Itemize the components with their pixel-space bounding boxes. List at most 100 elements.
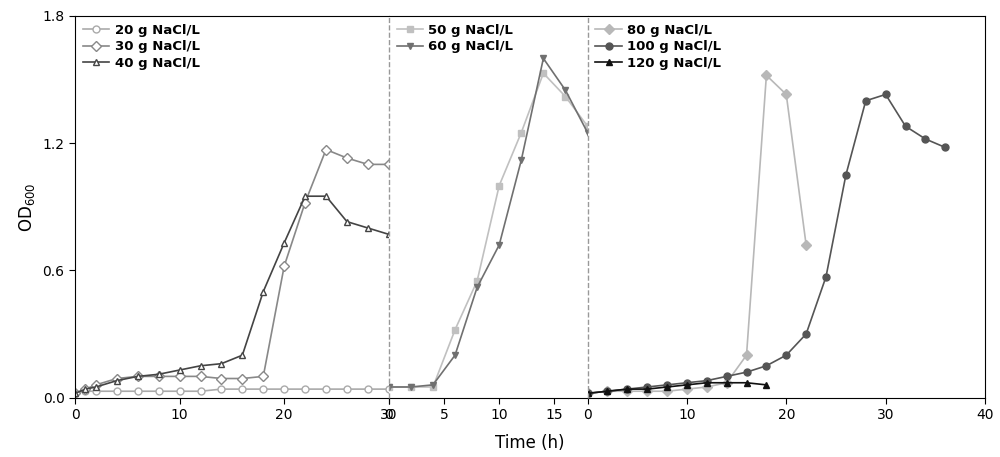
30 g NaCl/L — [69, 391, 81, 396]
40 g NaCl/L — [278, 240, 290, 245]
30 g NaCl/L — [236, 376, 248, 381]
20 g NaCl/L — [90, 388, 102, 394]
Line: 60 g NaCl/L: 60 g NaCl/L — [385, 55, 591, 390]
80 g NaCl/L — [641, 388, 653, 394]
50 g NaCl/L — [383, 384, 395, 390]
100 g NaCl/L — [760, 363, 772, 368]
30 g NaCl/L — [111, 376, 123, 381]
20 g NaCl/L — [174, 388, 186, 394]
30 g NaCl/L — [195, 374, 207, 379]
100 g NaCl/L — [701, 378, 713, 383]
40 g NaCl/L — [215, 361, 227, 367]
20 g NaCl/L — [215, 386, 227, 392]
20 g NaCl/L — [111, 388, 123, 394]
20 g NaCl/L — [341, 386, 353, 392]
Line: 80 g NaCl/L: 80 g NaCl/L — [584, 72, 810, 397]
40 g NaCl/L — [299, 193, 311, 199]
60 g NaCl/L — [405, 384, 417, 390]
Legend: 50 g NaCl/L, 60 g NaCl/L: 50 g NaCl/L, 60 g NaCl/L — [393, 20, 517, 57]
100 g NaCl/L — [741, 369, 753, 375]
50 g NaCl/L — [559, 94, 571, 99]
100 g NaCl/L — [939, 145, 951, 150]
100 g NaCl/L — [820, 274, 832, 280]
30 g NaCl/L — [257, 374, 269, 379]
80 g NaCl/L — [780, 92, 792, 97]
100 g NaCl/L — [880, 92, 892, 97]
40 g NaCl/L — [195, 363, 207, 368]
20 g NaCl/L — [362, 386, 374, 392]
20 g NaCl/L — [132, 388, 144, 394]
80 g NaCl/L — [760, 73, 772, 78]
100 g NaCl/L — [621, 386, 633, 392]
20 g NaCl/L — [383, 386, 395, 392]
Line: 50 g NaCl/L: 50 g NaCl/L — [385, 70, 591, 390]
60 g NaCl/L — [493, 242, 505, 248]
30 g NaCl/L — [79, 386, 91, 392]
30 g NaCl/L — [132, 374, 144, 379]
80 g NaCl/L — [800, 242, 812, 248]
100 g NaCl/L — [780, 352, 792, 358]
120 g NaCl/L — [701, 380, 713, 386]
100 g NaCl/L — [900, 123, 912, 129]
Legend: 20 g NaCl/L, 30 g NaCl/L, 40 g NaCl/L: 20 g NaCl/L, 30 g NaCl/L, 40 g NaCl/L — [79, 20, 204, 74]
120 g NaCl/L — [621, 386, 633, 392]
30 g NaCl/L — [90, 382, 102, 388]
60 g NaCl/L — [515, 157, 527, 163]
Y-axis label: OD$_{600}$: OD$_{600}$ — [17, 182, 37, 232]
50 g NaCl/L — [515, 130, 527, 135]
Legend: 80 g NaCl/L, 100 g NaCl/L, 120 g NaCl/L: 80 g NaCl/L, 100 g NaCl/L, 120 g NaCl/L — [591, 20, 725, 74]
30 g NaCl/L — [299, 200, 311, 205]
60 g NaCl/L — [449, 352, 461, 358]
40 g NaCl/L — [320, 193, 332, 199]
20 g NaCl/L — [236, 386, 248, 392]
Line: 30 g NaCl/L: 30 g NaCl/L — [72, 146, 392, 397]
50 g NaCl/L — [427, 384, 439, 390]
40 g NaCl/L — [90, 384, 102, 390]
40 g NaCl/L — [69, 391, 81, 396]
120 g NaCl/L — [601, 388, 613, 394]
20 g NaCl/L — [299, 386, 311, 392]
20 g NaCl/L — [278, 386, 290, 392]
80 g NaCl/L — [681, 386, 693, 392]
20 g NaCl/L — [79, 388, 91, 394]
100 g NaCl/L — [641, 384, 653, 390]
80 g NaCl/L — [661, 388, 673, 394]
40 g NaCl/L — [236, 352, 248, 358]
120 g NaCl/L — [721, 380, 733, 386]
30 g NaCl/L — [215, 376, 227, 381]
100 g NaCl/L — [661, 382, 673, 388]
50 g NaCl/L — [537, 70, 549, 76]
40 g NaCl/L — [362, 225, 374, 231]
80 g NaCl/L — [621, 388, 633, 394]
100 g NaCl/L — [919, 136, 931, 142]
40 g NaCl/L — [174, 367, 186, 373]
Line: 40 g NaCl/L: 40 g NaCl/L — [72, 193, 392, 397]
20 g NaCl/L — [257, 386, 269, 392]
100 g NaCl/L — [860, 98, 872, 104]
50 g NaCl/L — [493, 183, 505, 188]
120 g NaCl/L — [760, 382, 772, 388]
30 g NaCl/L — [320, 147, 332, 152]
60 g NaCl/L — [427, 382, 439, 388]
100 g NaCl/L — [681, 380, 693, 386]
30 g NaCl/L — [341, 155, 353, 161]
80 g NaCl/L — [741, 352, 753, 358]
60 g NaCl/L — [471, 285, 483, 290]
80 g NaCl/L — [701, 384, 713, 390]
50 g NaCl/L — [449, 327, 461, 333]
60 g NaCl/L — [537, 56, 549, 61]
40 g NaCl/L — [257, 289, 269, 294]
100 g NaCl/L — [582, 391, 594, 396]
100 g NaCl/L — [800, 331, 812, 337]
60 g NaCl/L — [559, 87, 571, 93]
120 g NaCl/L — [741, 380, 753, 386]
30 g NaCl/L — [153, 374, 165, 379]
50 g NaCl/L — [471, 278, 483, 284]
50 g NaCl/L — [582, 123, 594, 129]
80 g NaCl/L — [721, 380, 733, 386]
120 g NaCl/L — [681, 382, 693, 388]
Line: 120 g NaCl/L: 120 g NaCl/L — [584, 379, 770, 397]
40 g NaCl/L — [79, 386, 91, 392]
40 g NaCl/L — [153, 372, 165, 377]
20 g NaCl/L — [153, 388, 165, 394]
